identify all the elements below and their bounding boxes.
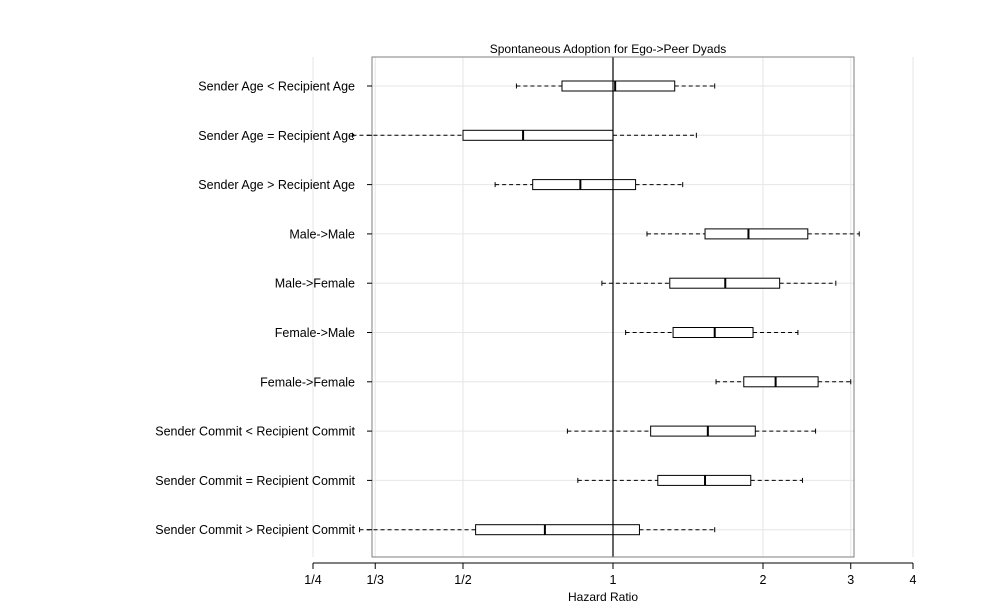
x-axis-label: Hazard Ratio: [568, 590, 638, 604]
box-iqr: [743, 376, 819, 388]
box-group: [577, 474, 803, 486]
category-label: Sender Commit > Recipient Commit: [155, 523, 355, 537]
x-tick-label: 1: [610, 573, 617, 587]
box-iqr: [532, 179, 637, 191]
box-iqr: [561, 80, 676, 92]
box-group: [601, 277, 837, 289]
box-group: [646, 228, 860, 240]
box-iqr: [672, 327, 754, 338]
category-label: Sender Age < Recipient Age: [198, 80, 355, 94]
category-label: Sender Age > Recipient Age: [198, 178, 355, 192]
box-series: [351, 57, 860, 557]
x-tick-label: 4: [910, 573, 917, 587]
box-group: [715, 376, 852, 388]
box-iqr: [704, 228, 809, 240]
category-label: Sender Commit = Recipient Commit: [155, 474, 355, 488]
x-tick-label: 3: [847, 573, 854, 587]
box-iqr: [475, 524, 640, 536]
x-tick-label: 1/2: [454, 573, 471, 587]
category-label: Female->Male: [275, 326, 355, 340]
box-group: [566, 425, 817, 437]
box-group: [625, 327, 799, 338]
box-iqr: [650, 425, 756, 437]
x-tick-label: 1/3: [367, 573, 384, 587]
category-label: Sender Age = Recipient Age: [198, 129, 355, 143]
x-tick-label: 1/4: [304, 573, 321, 587]
category-label: Male->Male: [289, 227, 355, 241]
x-axis: 1/4 1/3 1/2 1 2 3 4: [304, 562, 917, 587]
box-group: [359, 524, 716, 536]
category-label: Sender Commit < Recipient Commit: [155, 425, 355, 439]
box-group: [515, 80, 716, 92]
category-label: Female->Female: [260, 375, 355, 389]
plot-frame: [371, 56, 855, 558]
x-tick-label: 2: [760, 573, 767, 587]
box-group: [494, 179, 684, 191]
chart-title: Spontaneous Adoption for Ego->Peer Dyads: [490, 42, 727, 56]
box-iqr: [462, 129, 614, 141]
category-label: Male->Female: [275, 277, 355, 291]
category-labels: Sender Age < Recipient Age Sender Age = R…: [155, 80, 372, 537]
